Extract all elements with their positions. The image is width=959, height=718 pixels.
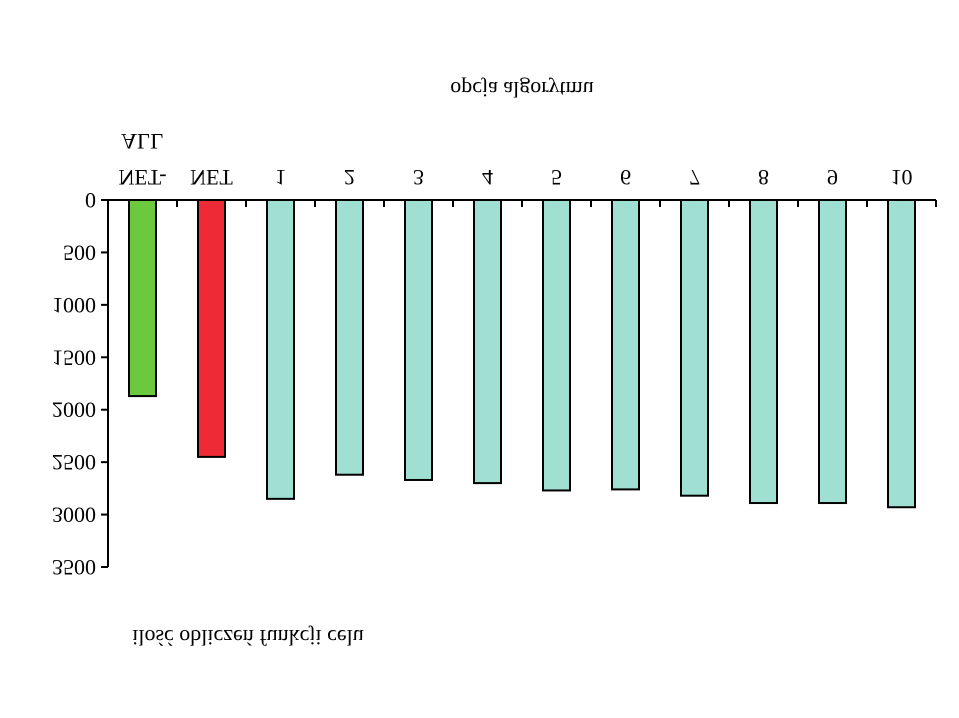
- x-category-label: 10: [891, 165, 913, 190]
- y-axis-title: ilość obliczeń funkcji celu: [132, 625, 364, 650]
- y-tick-label: 2000: [52, 398, 96, 423]
- bar: [404, 199, 433, 481]
- x-category-label: 2: [344, 165, 355, 190]
- bar: [335, 199, 364, 476]
- y-ticks: 0 500 1000 1500 2000 2500 3000 3500: [52, 188, 108, 580]
- bar: [887, 199, 916, 509]
- bar: [266, 198, 295, 500]
- x-category-label: 4: [482, 165, 493, 190]
- bar: [680, 199, 709, 497]
- x-category-label: 6: [620, 165, 631, 190]
- x-category-label: ALL: [121, 129, 164, 154]
- x-category-label: 1: [275, 165, 286, 190]
- x-category-label: 5: [551, 165, 562, 190]
- x-category-label: 3: [413, 165, 424, 190]
- bar: [542, 199, 571, 492]
- x-ticks: NET- ALL NET 1 2 3 4 5 6 7 8 9 10: [107, 129, 937, 207]
- y-tick-label: 3500: [52, 555, 96, 580]
- y-tick-label: 3000: [52, 503, 96, 528]
- x-category-label: 8: [758, 165, 769, 190]
- bars-group: [128, 198, 916, 509]
- bar: [197, 199, 226, 458]
- y-tick-label: 2500: [52, 450, 96, 475]
- x-category-label: 7: [689, 165, 700, 190]
- x-axis-title: opcja algorytmu: [450, 77, 594, 102]
- axes-group: 0 500 1000 1500 2000 2500 3000 3500 NET- ALL NET 1…: [52, 129, 937, 580]
- bar: [473, 199, 502, 485]
- bar: [749, 199, 778, 505]
- bar: [611, 199, 640, 491]
- y-tick-label: 1500: [52, 345, 96, 370]
- y-tick-label: 500: [63, 240, 96, 265]
- y-tick-label: 1000: [52, 293, 96, 318]
- x-category-label: 9: [827, 165, 838, 190]
- x-category-label: NET: [190, 165, 233, 190]
- y-tick-label: 0: [85, 188, 96, 213]
- x-category-label: NET-: [118, 165, 166, 190]
- bar: [818, 199, 847, 505]
- bar: [128, 199, 157, 398]
